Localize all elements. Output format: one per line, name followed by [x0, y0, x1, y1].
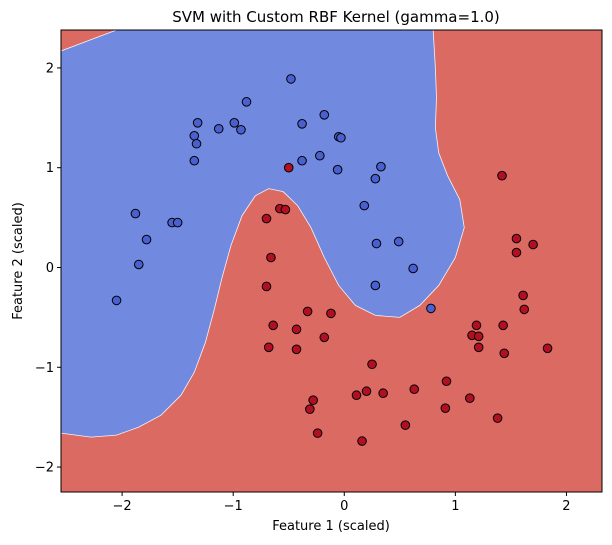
plot-frame [60, 29, 603, 493]
plot-area [61, 30, 602, 492]
y-tick-label: −1 [35, 361, 54, 376]
red-class-point [263, 342, 274, 353]
red-class-point [378, 388, 388, 399]
red-class-point [511, 233, 522, 244]
red-class-point [528, 239, 538, 250]
blue-class-point [426, 303, 436, 314]
blue-class-point [359, 200, 370, 211]
blue-class-point [130, 208, 141, 219]
red-class-point [351, 390, 362, 401]
red-class-point [291, 324, 302, 335]
blue-class-point [371, 238, 382, 249]
red-class-point [511, 247, 522, 258]
y-tick-label: 0 [46, 261, 54, 276]
blue-class-point [133, 259, 144, 270]
x-tick-label: 1 [451, 499, 459, 514]
x-tick-label: −2 [113, 499, 132, 514]
red-class-point [361, 386, 372, 397]
blue-class-region [61, 30, 465, 438]
red-class-point [308, 395, 318, 405]
y-axis: −2 −1 0 1 2 [35, 61, 61, 476]
blue-class-point [191, 138, 202, 149]
red-class-point [302, 306, 313, 317]
x-tick-label: 0 [340, 499, 348, 514]
y-axis-label: Feature 2 (scaled) [11, 202, 26, 320]
red-class-point [280, 204, 291, 215]
blue-class-point [192, 117, 203, 128]
red-class-point [542, 343, 553, 354]
x-tick-label: −1 [224, 499, 243, 514]
red-class-point [441, 376, 452, 387]
blue-class-point [393, 236, 404, 247]
red-class-point [268, 320, 278, 331]
x-tick-label: 2 [562, 499, 570, 514]
blue-class-point [315, 150, 325, 161]
blue-class-point [241, 97, 252, 107]
red-class-point [326, 308, 336, 319]
red-class-point [261, 281, 272, 292]
x-axis: −2 −1 0 1 2 [113, 492, 571, 514]
blue-class-point [297, 155, 307, 166]
chart-title: SVM with Custom RBF Kernel (gamma=1.0) [172, 8, 500, 26]
red-class-point [440, 403, 451, 413]
red-class-point [499, 348, 510, 359]
red-class-point [497, 170, 507, 181]
blue-class-point [189, 130, 200, 141]
red-class-point [465, 393, 475, 404]
red-class-point [473, 342, 484, 353]
red-class-point [266, 252, 276, 263]
red-class-point [305, 404, 315, 414]
blue-class-point [370, 173, 381, 184]
red-class-point [261, 213, 272, 224]
y-tick-label: −2 [35, 461, 54, 476]
red-class-point [400, 420, 411, 430]
red-class-point [283, 162, 294, 173]
blue-class-point [236, 124, 246, 135]
red-class-point [471, 320, 482, 331]
red-class-point [291, 344, 302, 355]
blue-class-point [286, 74, 296, 84]
blue-class-point [408, 263, 418, 274]
y-tick-label: 2 [46, 61, 54, 76]
red-class-point [519, 304, 530, 315]
blue-class-point [213, 123, 224, 134]
blue-class-point [319, 110, 330, 120]
red-class-point [473, 331, 484, 342]
red-class-point [518, 290, 528, 301]
red-class-point [367, 359, 377, 370]
blue-class-point [370, 280, 381, 291]
blue-class-point [172, 217, 183, 228]
blue-class-point [141, 234, 152, 245]
blue-class-point [297, 118, 307, 129]
blue-class-point [332, 164, 343, 175]
red-class-point [357, 436, 367, 446]
blue-class-point [111, 295, 122, 306]
red-class-point [409, 384, 420, 395]
blue-class-point [336, 132, 346, 143]
red-class-point [492, 413, 503, 423]
red-class-point [319, 332, 330, 343]
data-points [111, 74, 553, 446]
blue-class-point [229, 117, 240, 128]
red-class-point [312, 428, 323, 438]
x-axis-label: Feature 1 (scaled) [272, 519, 390, 534]
red-class-point [498, 320, 508, 331]
blue-class-point [189, 155, 200, 166]
blue-class-point [376, 161, 386, 172]
y-tick-label: 1 [46, 161, 54, 176]
